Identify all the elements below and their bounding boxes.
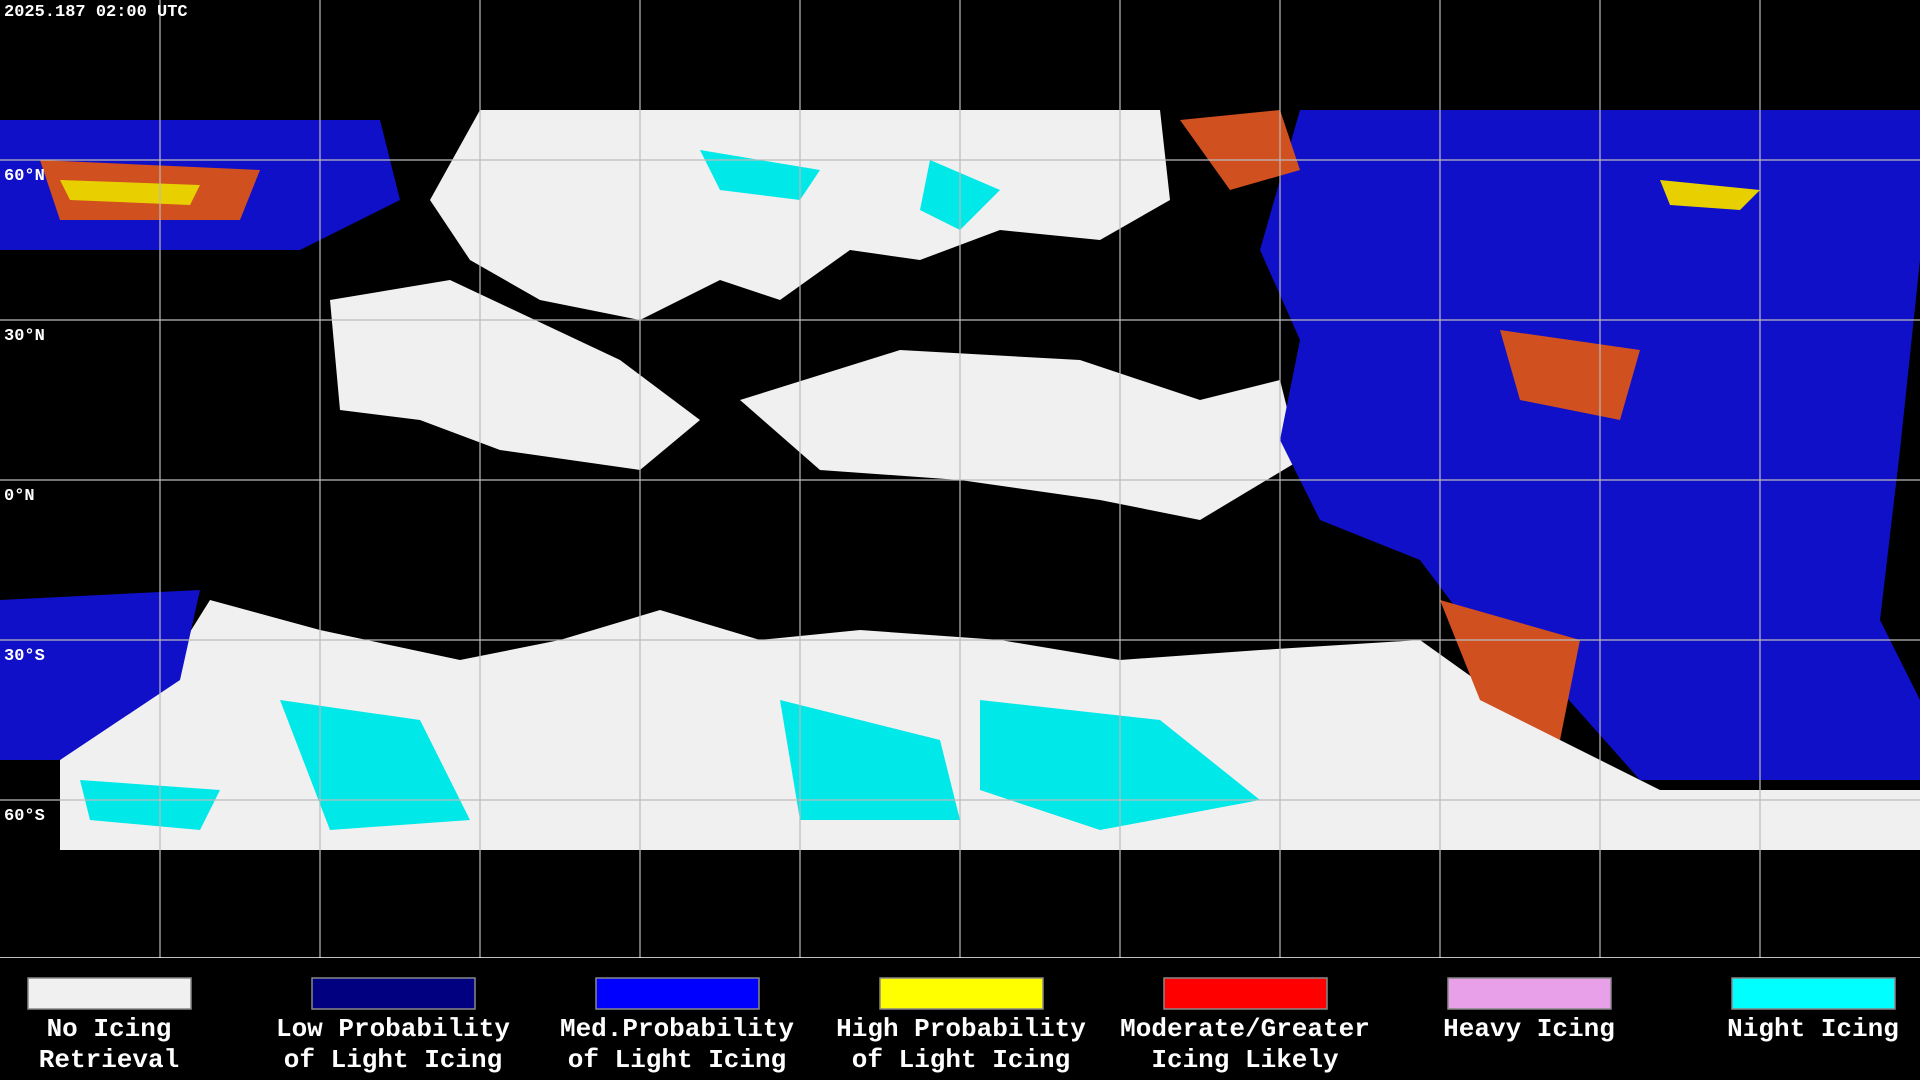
legend-label: No Icing: [47, 1014, 172, 1044]
cloud-region: [740, 350, 1300, 520]
graticule: 60°N 30°N 0°N 30°S 60°S: [0, 0, 1920, 959]
latitude-label: 30°N: [4, 327, 45, 346]
legend-label: Moderate/Greater: [1120, 1014, 1370, 1044]
icing-region: [1260, 110, 1920, 780]
night-icing-region: [700, 150, 1000, 230]
latitude-label: 60°S: [4, 807, 45, 826]
icing-region: [0, 120, 400, 760]
latitude-label: 0°N: [4, 487, 35, 506]
legend-swatch: [595, 977, 760, 1010]
latitude-label: 30°S: [4, 647, 45, 666]
icing-hotspot: [40, 110, 1640, 740]
legend-swatch: [27, 977, 192, 1010]
legend-label: of Light Icing: [284, 1045, 502, 1075]
legend-label: of Light Icing: [852, 1045, 1070, 1075]
timestamp: 2025.187 02:00 UTC: [4, 3, 188, 22]
legend-swatch: [1447, 977, 1612, 1010]
legend-swatch: [1731, 977, 1896, 1010]
legend-swatch: [311, 977, 476, 1010]
legend-label: Low Probability: [276, 1014, 510, 1044]
legend-label: Heavy Icing: [1443, 1014, 1615, 1044]
legend-label: of Light Icing: [568, 1045, 786, 1075]
night-icing-region: [80, 700, 1260, 830]
latitude-label: 60°N: [4, 167, 45, 186]
legend-swatch: [1163, 977, 1328, 1010]
legend-label: Med.Probability: [560, 1014, 794, 1044]
legend-label: Retrieval: [39, 1045, 179, 1075]
legend-label: High Probability: [836, 1014, 1086, 1044]
cloud-region: [330, 280, 700, 470]
legend-label: Icing Likely: [1151, 1045, 1339, 1075]
legend-label: Night Icing: [1727, 1014, 1899, 1044]
legend-swatch: [879, 977, 1044, 1010]
cloud-layer: [0, 110, 1920, 850]
